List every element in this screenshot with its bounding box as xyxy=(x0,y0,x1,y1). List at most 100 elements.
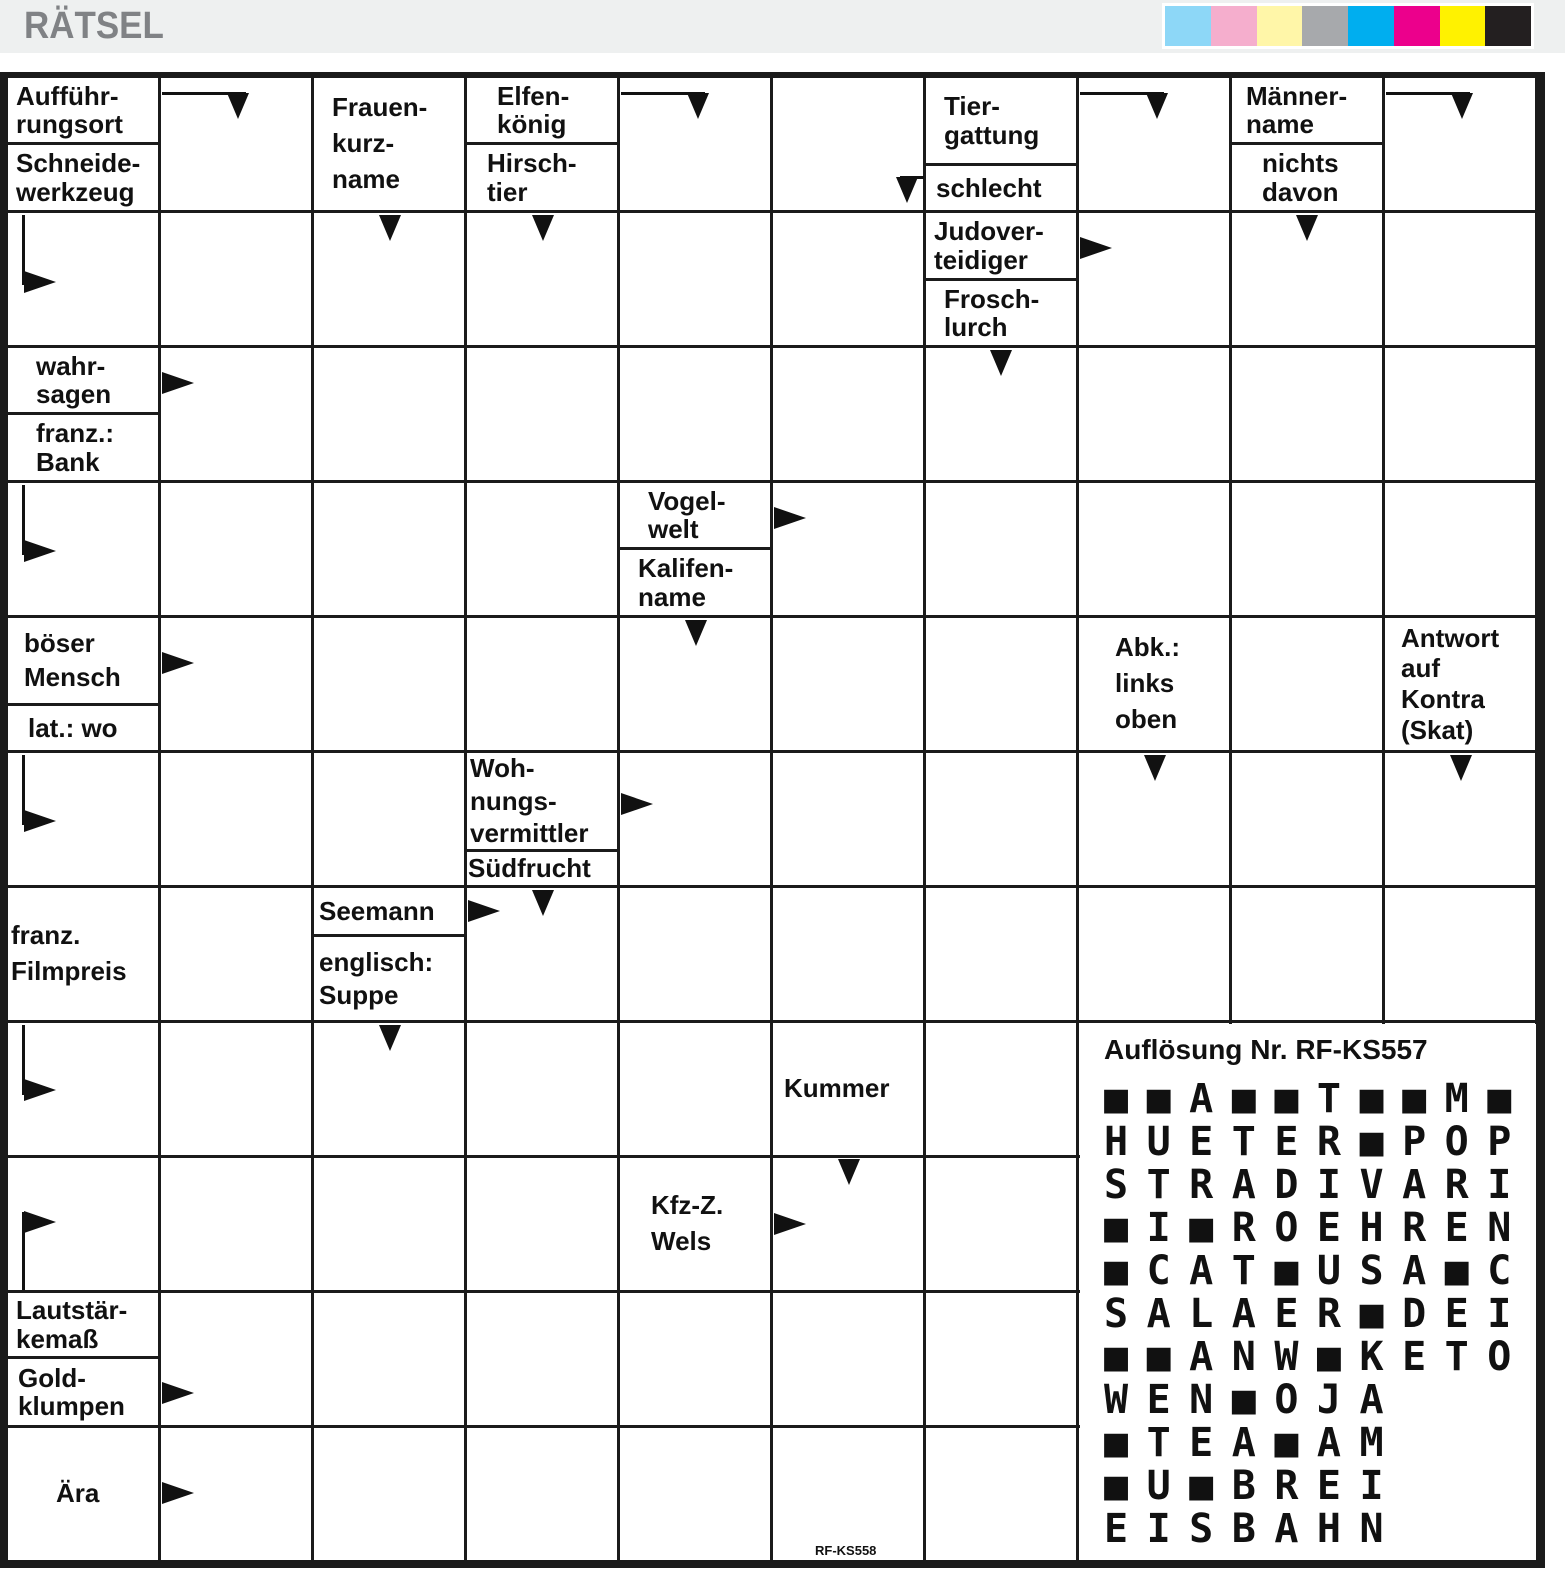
clue-cell: Woh- nungs- vermittler Südfrucht xyxy=(467,753,617,885)
clue-cell: Ära xyxy=(8,1428,158,1560)
right-arrow-icon xyxy=(1080,237,1112,259)
color-swatch xyxy=(1302,6,1348,46)
solution-row: ■CAT■USA■C xyxy=(1104,1248,1530,1294)
color-calibration-bar xyxy=(1162,3,1534,49)
down-arrow-icon xyxy=(532,215,554,241)
clue-cell: Judover- teidiger Frosch- lurch xyxy=(926,213,1076,345)
clue-text: schlecht xyxy=(936,172,1042,203)
right-arrow-icon xyxy=(24,540,56,562)
clue-text: Seemann xyxy=(314,888,464,937)
crossword-board xyxy=(0,72,1545,1568)
solution-row: ■■A■■T■■M■ xyxy=(1104,1076,1530,1122)
clue-text: franz.: Bank xyxy=(36,418,114,477)
color-swatch xyxy=(1393,6,1440,46)
clue-text: Kfz-Z. Wels xyxy=(651,1190,724,1256)
down-arrow-icon xyxy=(1450,755,1472,781)
clue-text: Schneide- werkzeug xyxy=(16,148,141,207)
clue-cell: franz. Filmpreis xyxy=(8,888,158,1020)
clue-text: Kummer xyxy=(784,1073,890,1104)
clue-text: Frosch- lurch xyxy=(944,283,1040,342)
color-swatch xyxy=(1485,6,1531,46)
down-arrow-icon xyxy=(1296,215,1318,241)
clue-cell: Antwort auf Kontra (Skat) xyxy=(1385,618,1535,750)
right-arrow-icon xyxy=(774,507,806,529)
clue-text: Gold- klumpen xyxy=(18,1362,125,1421)
clue-text: englisch: Suppe xyxy=(319,947,434,1010)
arrow-line xyxy=(22,485,25,555)
clue-cell: Elfen- könig Hirsch- tier xyxy=(467,78,617,210)
down-arrow-icon xyxy=(687,93,709,119)
solution-row: HUETER■POP xyxy=(1104,1119,1530,1165)
arrow-line xyxy=(1386,92,1470,95)
arrow-line xyxy=(22,1212,25,1290)
down-arrow-icon xyxy=(379,1025,401,1051)
arrow-line xyxy=(621,92,705,95)
clue-cell: Abk.: links oben xyxy=(1079,618,1229,750)
clue-text: Antwort auf Kontra (Skat) xyxy=(1401,622,1500,745)
clue-text: Judover- teidiger xyxy=(926,213,1076,281)
clue-cell: Seemann englisch: Suppe xyxy=(314,888,464,1020)
down-arrow-icon xyxy=(1144,755,1166,781)
clue-text: franz. Filmpreis xyxy=(11,920,127,986)
clue-text: Abk.: links oben xyxy=(1115,632,1180,734)
arrow-line xyxy=(22,1025,25,1095)
puzzle-code: RF-KS558 xyxy=(815,1543,877,1558)
clue-text: böser Mensch xyxy=(8,618,158,706)
right-arrow-icon xyxy=(24,1211,56,1233)
clue-cell: Männer- name nichts davon xyxy=(1232,78,1382,210)
solution-row: ■■ANW■KETO xyxy=(1104,1334,1530,1380)
right-arrow-icon xyxy=(162,372,194,394)
down-arrow-icon xyxy=(990,350,1012,376)
clue-cell: Frauen- kurz- name xyxy=(314,78,464,210)
right-arrow-icon xyxy=(162,1482,194,1504)
clue-cell: Kfz-Z. Wels xyxy=(620,1158,770,1290)
right-arrow-icon xyxy=(162,652,194,674)
solution-row: ■TEA■AM xyxy=(1104,1420,1403,1466)
down-arrow-icon xyxy=(685,620,707,646)
clue-text: lat.: wo xyxy=(28,712,118,743)
clue-cell: wahr- sagen franz.: Bank xyxy=(8,348,158,480)
clue-cell: Tier- gattung schlecht xyxy=(926,78,1076,210)
clue-text: Männer- name xyxy=(1232,78,1382,145)
solution-row: SALAER■DEI xyxy=(1104,1291,1530,1337)
clue-text: nichts davon xyxy=(1262,148,1339,207)
clue-text: Woh- nungs- vermittler xyxy=(467,753,617,852)
right-arrow-icon xyxy=(621,793,653,815)
right-arrow-icon xyxy=(24,1079,56,1101)
clue-text: Elfen- könig xyxy=(467,78,617,145)
clue-text: Lautstär- kemaß xyxy=(8,1293,158,1359)
right-arrow-icon xyxy=(774,1213,806,1235)
clue-cell: Aufführ- rungsort Schneide- werkzeug xyxy=(8,78,158,210)
down-arrow-icon xyxy=(838,1159,860,1185)
clue-text: Vogel- welt xyxy=(620,483,770,550)
clue-cell: böser Mensch lat.: wo xyxy=(8,618,158,750)
right-arrow-icon xyxy=(24,271,56,293)
arrow-line xyxy=(162,92,246,95)
solution-row: ■U■BREI xyxy=(1104,1463,1403,1509)
right-arrow-icon xyxy=(468,900,500,922)
arrow-line xyxy=(22,755,25,825)
solution-panel: Auflösung Nr. RF-KS557 ■■A■■T■■M■ HUETER… xyxy=(1080,1024,1536,1560)
solution-row: EISBAHN xyxy=(1104,1506,1403,1552)
clue-cell: Lautstär- kemaß Gold- klumpen xyxy=(8,1293,158,1425)
right-arrow-icon xyxy=(162,1382,194,1404)
arrow-line xyxy=(22,215,25,285)
solution-row: ■I■ROEHREN xyxy=(1104,1205,1530,1251)
arrow-line xyxy=(1080,92,1164,95)
clue-text: Frauen- kurz- name xyxy=(332,92,428,194)
down-arrow-icon xyxy=(896,177,918,203)
color-swatch xyxy=(1348,6,1394,46)
clue-text: Hirsch- tier xyxy=(487,148,577,207)
clue-text: Kalifen- name xyxy=(638,553,734,612)
solution-row: STRADIVARI xyxy=(1104,1162,1530,1208)
down-arrow-icon xyxy=(532,890,554,916)
clue-text: Tier- gattung xyxy=(926,78,1076,166)
page-title: RÄTSEL xyxy=(24,5,164,47)
down-arrow-icon xyxy=(1146,93,1168,119)
clue-text: Ära xyxy=(56,1478,100,1509)
color-swatch xyxy=(1256,6,1303,46)
solution-row: WEN■OJA xyxy=(1104,1377,1403,1423)
header-bar: RÄTSEL xyxy=(0,0,1565,53)
clue-cell: Vogel- welt Kalifen- name xyxy=(620,483,770,615)
down-arrow-icon xyxy=(379,215,401,241)
